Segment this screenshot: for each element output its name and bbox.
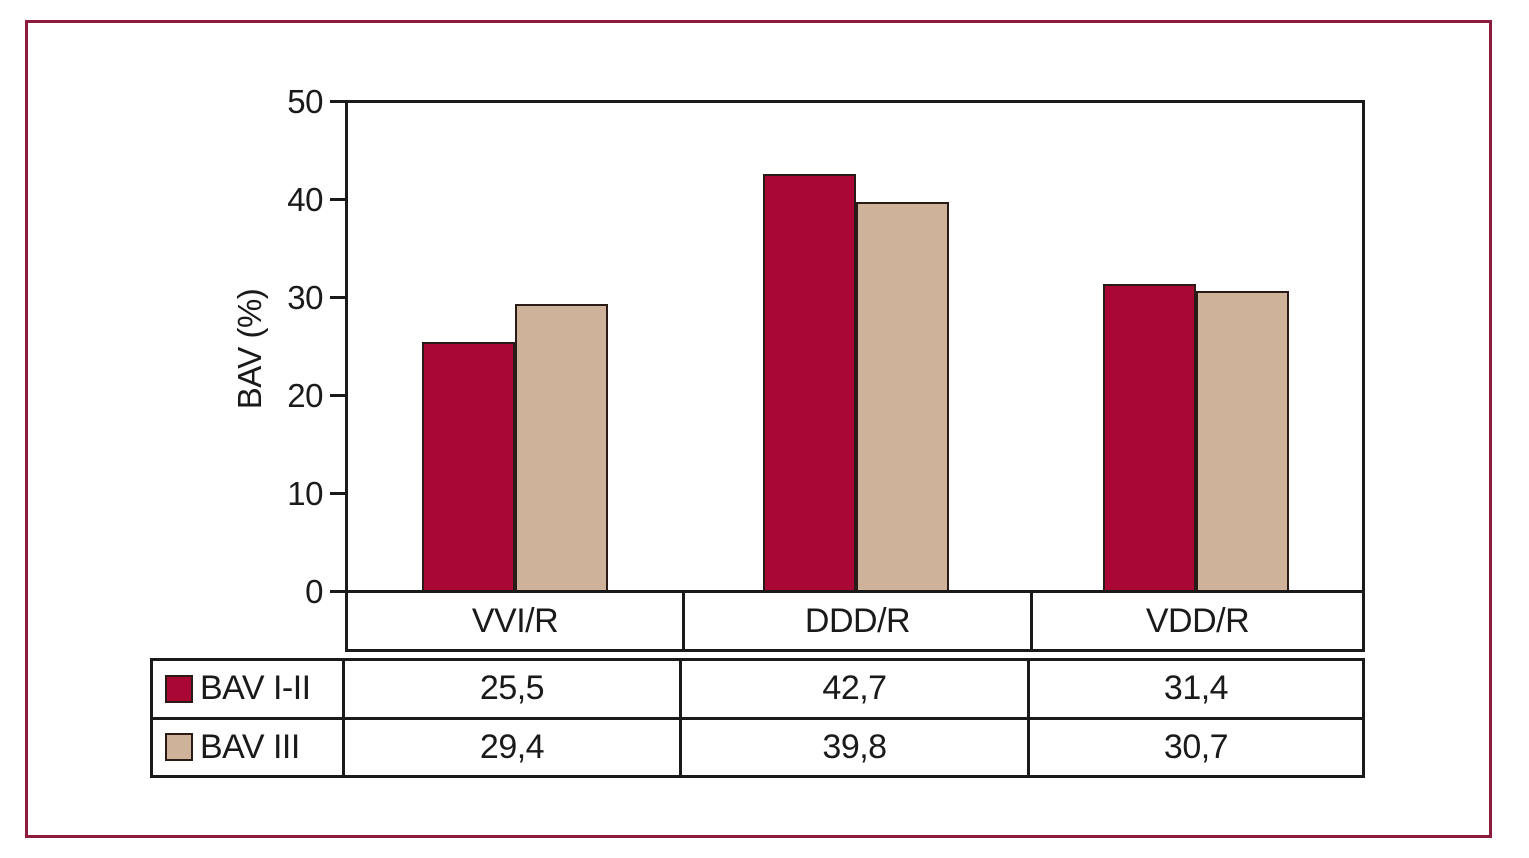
value-cell: 25,5 xyxy=(345,661,682,717)
y-tick-mark xyxy=(330,394,345,397)
y-tick-label: 10 xyxy=(287,474,323,512)
bar-bav-iii-ddd-r xyxy=(856,202,949,590)
legend-label: BAV III xyxy=(200,727,300,766)
y-tick-label: 40 xyxy=(287,180,323,218)
y-tick-mark xyxy=(330,492,345,495)
bar-bav-iii-vvi-r xyxy=(515,303,608,590)
value-cell: 29,4 xyxy=(345,719,682,775)
table-row: BAV I-II 25,5 42,7 31,4 xyxy=(153,661,1362,720)
y-tick-mark xyxy=(330,198,345,201)
legend-swatch xyxy=(165,733,193,762)
y-tick-label: 30 xyxy=(287,278,323,316)
table-row: BAV III 29,4 39,8 30,7 xyxy=(153,719,1362,775)
y-axis-title: BAV (%) xyxy=(231,288,268,410)
category-label: VDD/R xyxy=(1030,593,1362,649)
bar-bav-iii-vdd-r xyxy=(1196,290,1289,590)
plot-area xyxy=(345,100,1365,593)
legend-cell: BAV I-II xyxy=(153,661,345,717)
legend-label: BAV I-II xyxy=(200,669,311,708)
bar-bav-i-ii-ddd-r xyxy=(763,174,856,590)
legend-cell: BAV III xyxy=(153,719,345,775)
y-tick-mark xyxy=(330,296,345,299)
value-cell: 39,8 xyxy=(682,719,1030,775)
bar-bav-i-ii-vvi-r xyxy=(422,341,515,590)
category-label: VVI/R xyxy=(471,601,559,640)
value-cell: 31,4 xyxy=(1163,669,1229,708)
y-tick-label: 0 xyxy=(305,572,323,610)
value-cell: 30,7 xyxy=(1163,727,1229,766)
y-tick-mark xyxy=(330,590,345,593)
value-cell: 42,7 xyxy=(682,661,1030,717)
y-tick-label: 20 xyxy=(287,376,323,414)
legend-swatch xyxy=(165,674,193,703)
legend-value-table: BAV I-II 25,5 42,7 31,4 BAV III 29,4 39,8 30,7 xyxy=(150,658,1365,778)
y-tick-label: 50 xyxy=(287,82,323,120)
y-tick-mark xyxy=(330,100,345,103)
category-header-row: VVI/R DDD/R VDD/R xyxy=(345,593,1365,652)
bar-bav-i-ii-vdd-r xyxy=(1103,284,1196,590)
category-label: DDD/R xyxy=(682,593,1030,649)
